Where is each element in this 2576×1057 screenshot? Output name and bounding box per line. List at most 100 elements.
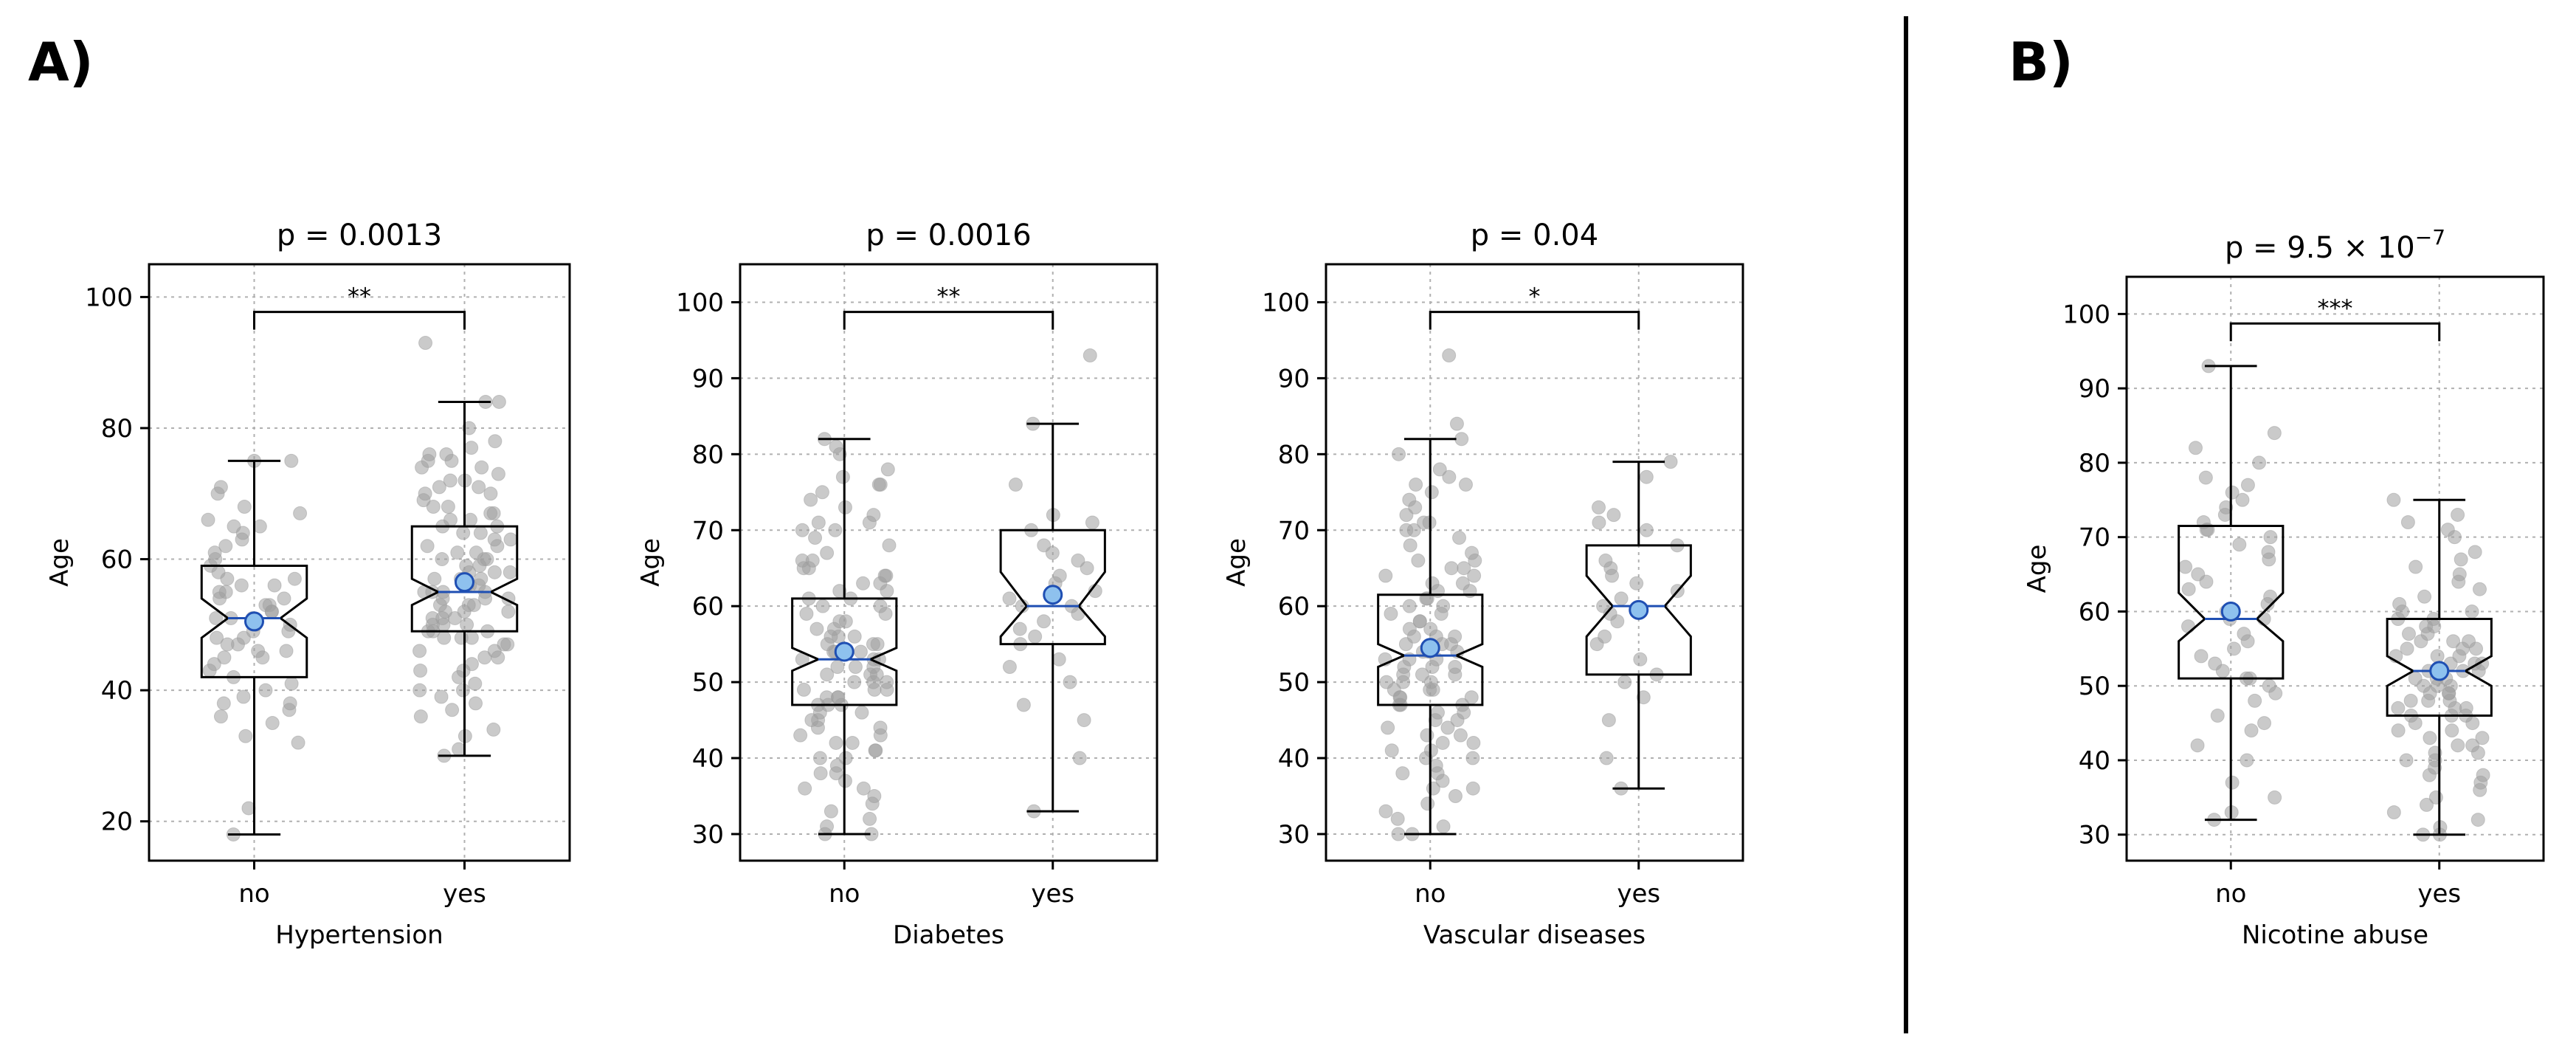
data-point <box>820 545 835 560</box>
data-point <box>2178 560 2193 574</box>
data-point <box>455 683 470 698</box>
data-point <box>1430 705 1445 720</box>
data-point <box>854 705 869 720</box>
data-point <box>2392 596 2407 611</box>
data-point <box>207 545 222 560</box>
data-point <box>1432 462 1447 477</box>
data-point <box>2267 426 2282 441</box>
y-tick-label: 100 <box>1262 288 1310 317</box>
data-point <box>1402 599 1417 613</box>
data-point <box>2400 515 2415 530</box>
y-tick-label: 60 <box>692 592 724 622</box>
data-point <box>1384 606 1398 621</box>
panel-label-b: B) <box>2009 31 2073 93</box>
mean-marker <box>2220 601 2241 622</box>
x-tick-label: no <box>2215 879 2246 909</box>
data-point <box>216 696 231 711</box>
data-point <box>873 720 888 735</box>
y-tick-label: 60 <box>1278 592 1310 622</box>
data-point <box>871 477 886 492</box>
data-point <box>2403 693 2418 708</box>
data-point <box>1629 576 1644 591</box>
data-point <box>258 683 273 698</box>
data-point <box>845 735 860 750</box>
data-point <box>445 703 460 717</box>
data-point <box>805 553 820 568</box>
data-point <box>418 336 433 351</box>
x-axis-label: Vascular diseases <box>1423 920 1646 950</box>
data-point <box>830 660 845 675</box>
data-point <box>443 512 458 527</box>
significance-stars: * <box>1529 283 1541 311</box>
data-point <box>201 512 215 527</box>
data-point <box>460 617 474 632</box>
data-point <box>1415 667 1429 682</box>
data-point <box>808 531 823 545</box>
mean-marker <box>455 572 474 593</box>
plot-frame <box>1325 263 1744 862</box>
data-point <box>1002 660 1017 675</box>
data-point <box>463 512 478 527</box>
y-tick-label: 80 <box>692 440 724 469</box>
data-point <box>856 781 871 796</box>
x-tick-label: no <box>1415 879 1446 909</box>
data-point <box>2476 768 2490 782</box>
y-tick-label: 50 <box>1278 668 1310 698</box>
data-point <box>1440 720 1455 735</box>
x-axis-label: Nicotine abuse <box>2242 920 2428 950</box>
data-point <box>867 789 882 804</box>
data-point <box>2261 545 2276 560</box>
mean-marker <box>1629 599 1649 620</box>
data-point <box>464 441 479 455</box>
significance-stars: *** <box>2318 294 2353 322</box>
x-axis-label: Hypertension <box>275 920 443 950</box>
data-point <box>435 552 449 567</box>
data-point <box>1435 735 1450 750</box>
data-point <box>1390 811 1405 826</box>
data-point <box>2420 797 2434 812</box>
data-point <box>1052 568 1067 583</box>
data-point <box>491 394 506 409</box>
data-point <box>1598 553 1613 568</box>
data-point <box>284 676 299 691</box>
y-axis-label: Age <box>45 538 75 587</box>
y-tick-label: 40 <box>1278 744 1310 774</box>
data-point <box>1639 469 1654 484</box>
y-tick-label: 90 <box>692 364 724 393</box>
box-yes <box>410 525 519 633</box>
data-point <box>427 571 442 586</box>
data-point <box>2423 731 2437 746</box>
data-point <box>2465 604 2479 619</box>
data-point <box>2452 567 2467 582</box>
y-tick-label: 100 <box>2062 300 2110 329</box>
data-point <box>856 576 871 591</box>
data-point <box>870 637 885 652</box>
data-point <box>2400 641 2414 656</box>
data-point <box>1442 348 1457 363</box>
data-point <box>413 664 428 678</box>
data-point <box>412 683 427 698</box>
data-point <box>2475 731 2490 746</box>
data-point <box>1424 485 1439 500</box>
data-point <box>1085 515 1099 530</box>
data-point <box>1601 713 1616 728</box>
data-point <box>252 519 267 534</box>
data-point <box>1465 781 1480 796</box>
data-point <box>213 709 228 724</box>
data-point <box>2235 492 2250 507</box>
y-tick-label: 100 <box>676 288 724 317</box>
data-point <box>2391 700 2406 715</box>
data-point <box>1633 652 1648 667</box>
data-point <box>1008 477 1023 492</box>
y-tick-label: 80 <box>1278 440 1310 469</box>
data-point <box>823 804 838 819</box>
data-point <box>2248 693 2262 708</box>
data-point <box>2451 738 2465 753</box>
data-point <box>1411 553 1426 568</box>
data-point <box>2465 738 2480 753</box>
data-point <box>1599 751 1614 765</box>
data-point <box>2468 545 2482 560</box>
data-point <box>1448 789 1463 804</box>
data-point <box>277 591 291 606</box>
